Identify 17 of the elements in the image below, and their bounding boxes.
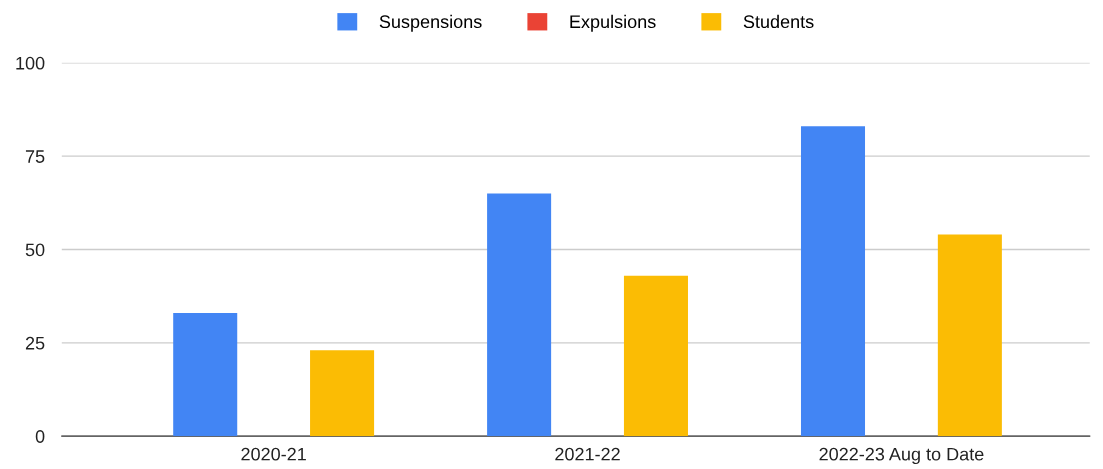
x-tick-label: 2022-23 Aug to Date xyxy=(819,447,984,465)
bar xyxy=(800,126,866,437)
bar xyxy=(937,234,1002,437)
y-tick-label: 75 xyxy=(25,150,45,163)
legend-label: Students xyxy=(743,14,814,29)
bar xyxy=(487,193,552,437)
y-tick-label: 0 xyxy=(35,430,45,443)
bar xyxy=(623,275,688,437)
bar xyxy=(173,312,238,437)
legend-label: Expulsions xyxy=(570,14,656,32)
bar xyxy=(310,350,375,437)
x-tick-label: 2020-21 xyxy=(241,447,306,461)
y-tick-label: 25 xyxy=(25,336,45,350)
y-tick-label: 50 xyxy=(25,243,45,257)
y-tick-label: 100 xyxy=(16,56,45,70)
x-tick-label: 2021-22 xyxy=(555,447,620,461)
legend-label: Suspensions xyxy=(379,14,482,32)
